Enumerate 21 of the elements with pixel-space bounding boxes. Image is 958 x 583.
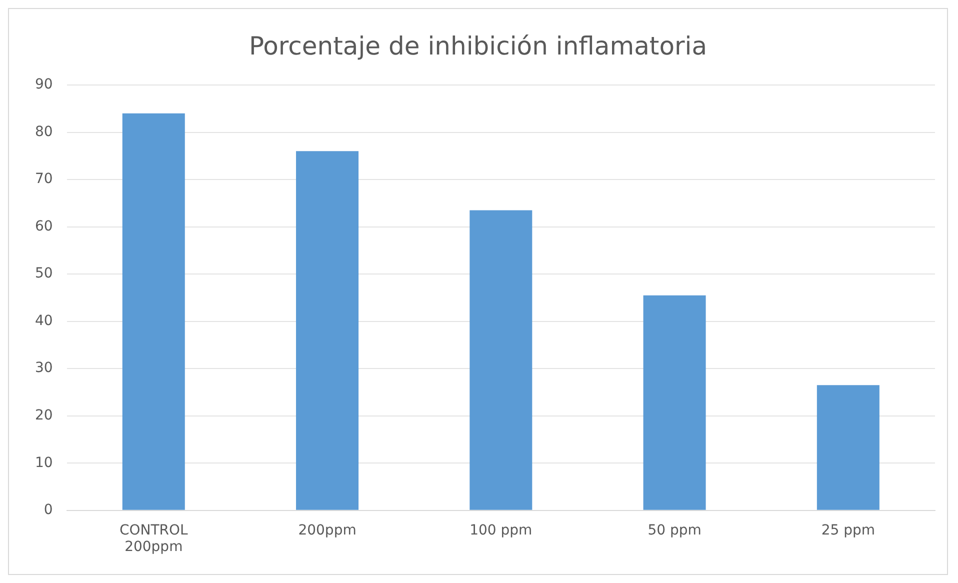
y-tick-label: 90 [34,76,53,93]
x-tick-label: 50 ppm [648,522,702,538]
bar [296,151,359,510]
bar [470,210,532,510]
bar [816,385,880,510]
x-tick-label: 25 ppm [821,522,876,538]
y-tick-label: 0 [44,502,53,518]
chart-title: Porcentaje de inhibición inflamatoria [248,32,708,60]
y-tick-label: 50 [34,266,53,282]
y-tick-label: 60 [34,218,53,234]
bar [643,295,706,510]
bar [122,113,185,510]
x-tick-label: CONTROL 200ppm [119,522,188,556]
y-tick-label: 40 [34,312,53,329]
x-tick-label: 200ppm [298,522,356,538]
y-tick-label: 30 [34,360,53,376]
x-tick-label: 100 ppm [470,522,532,538]
y-tick-label: 10 [34,454,53,471]
y-tick-label: 80 [34,124,53,140]
y-tick-label: 20 [34,408,53,424]
y-tick-label: 70 [34,171,53,188]
